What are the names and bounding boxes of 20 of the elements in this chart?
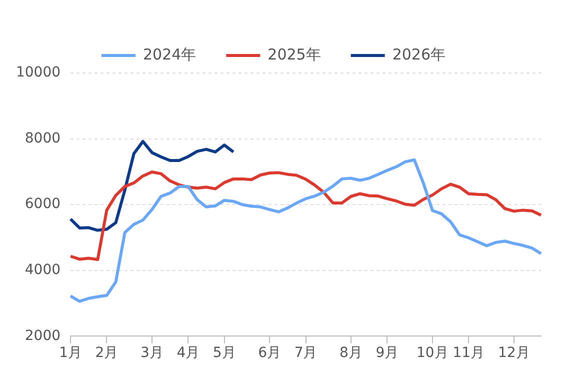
x-tick-label: 10月 [416, 345, 448, 362]
x-tick-label: 12月 [498, 345, 530, 362]
y-tick-label: 10000 [16, 64, 61, 81]
legend-label: 2024年 [142, 45, 196, 64]
x-tick-label: 9月 [376, 345, 399, 362]
x-tick-label: 6月 [258, 345, 282, 362]
x-tick-label: 3月 [140, 345, 164, 362]
y-tick-label: 6000 [24, 196, 61, 212]
x-tick-label: 11月 [452, 345, 485, 362]
x-tick-label: 8月 [340, 345, 362, 362]
x-tick-label: 7月 [294, 345, 318, 362]
legend-label: 2026年 [392, 45, 446, 64]
y-tick-label: 2000 [24, 328, 61, 344]
legend-label: 2025年 [268, 45, 321, 64]
x-tick-label: 2月 [95, 345, 118, 362]
y-tick-label: 8000 [24, 130, 61, 146]
x-tick-label: 4月 [176, 345, 200, 362]
x-tick-label: 1月 [59, 345, 82, 362]
y-tick-label: 4000 [24, 262, 61, 278]
x-tick-label: 5月 [212, 345, 236, 362]
